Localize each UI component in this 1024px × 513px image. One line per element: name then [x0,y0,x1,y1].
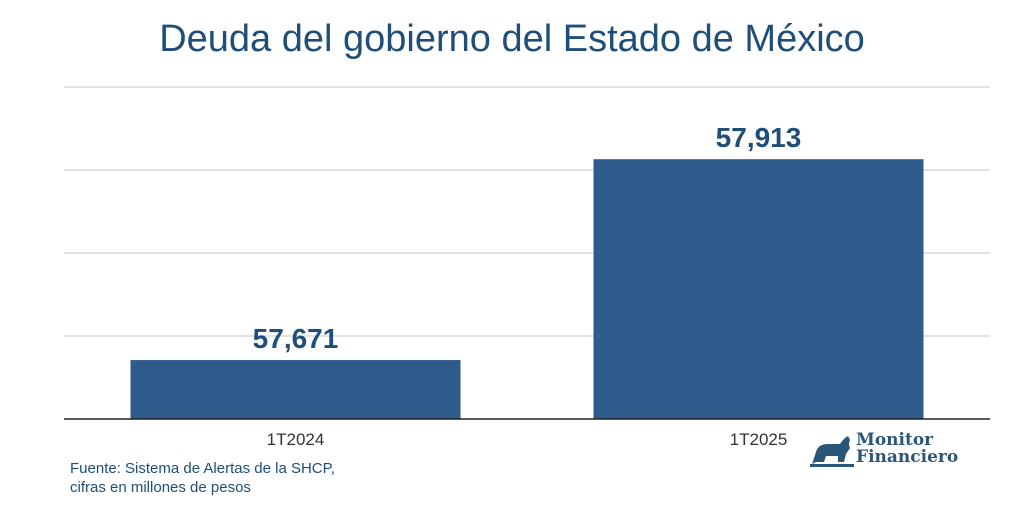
data-label-1T2024: 57,671 [253,323,339,354]
data-label-1T2025: 57,913 [716,122,802,153]
monitor-financiero-logo: Monitor Financiero [810,432,990,472]
bar-1T2024 [130,360,461,419]
logo-line2: Financiero [856,447,959,467]
x-tick-label-1T2024: 1T2024 [267,430,325,449]
bar-1T2025 [593,159,924,419]
chart-title: Deuda del gobierno del Estado de México [159,18,865,60]
footnote-source: Fuente: Sistema de Alertas de la SHCP, [70,460,335,477]
bull-icon [810,436,854,467]
logo-line1: Monitor [856,430,934,450]
x-tick-label-1T2025: 1T2025 [730,430,788,449]
footnote: Fuente: Sistema de Alertas de la SHCP, c… [70,459,335,497]
footnote-units: cifras en millones de pesos [70,479,251,496]
